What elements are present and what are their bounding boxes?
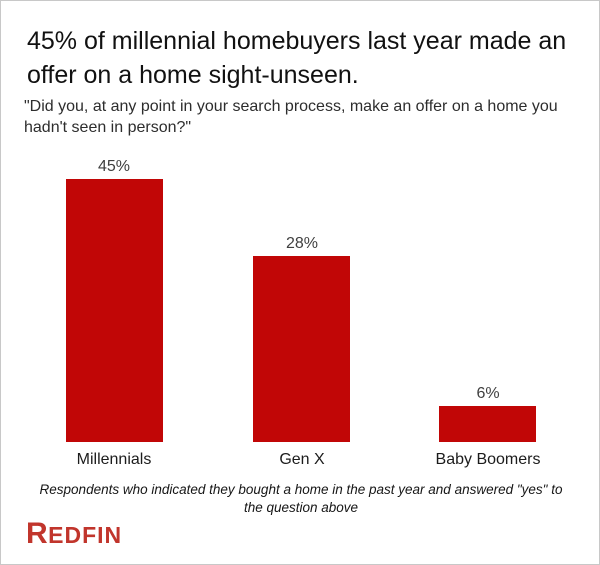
bar-gen-x (253, 256, 350, 442)
redfin-logo-rest: EDFIN (48, 522, 123, 548)
chart-title: 45% of millennial homebuyers last year m… (27, 27, 567, 89)
x-axis-label-baby-boomers: Baby Boomers (435, 451, 541, 468)
redfin-logo: REDFIN (26, 518, 122, 551)
bar-baby-boomers (439, 406, 536, 442)
x-axis-label-gen-x: Gen X (279, 451, 325, 468)
bar-value-label-baby-boomers: 6% (476, 385, 500, 402)
redfin-logo-initial: R (26, 517, 49, 550)
bar-value-label-gen-x: 28% (285, 235, 319, 252)
footnote-respondent-note: Respondents who indicated they bought a … (39, 482, 563, 515)
chart-subtitle-survey-question: "Did you, at any point in your search pr… (24, 98, 558, 136)
x-axis-label-millennials: Millennials (76, 451, 152, 468)
bar-value-label-millennials: 45% (97, 158, 131, 175)
bar-millennials (66, 179, 163, 442)
